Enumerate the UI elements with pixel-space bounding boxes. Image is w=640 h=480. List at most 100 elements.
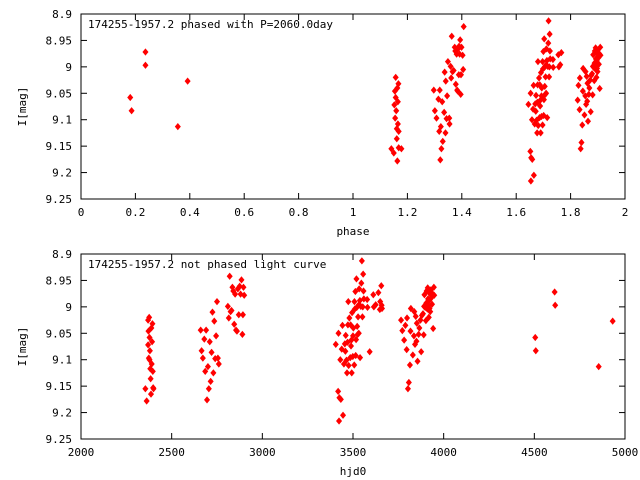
data-point — [398, 316, 405, 324]
data-point — [401, 336, 408, 344]
data-point — [348, 369, 355, 377]
data-point — [596, 84, 603, 93]
data-point — [143, 397, 150, 405]
data-point — [145, 341, 152, 349]
top-chart: 0 0.2 0.4 0.6 0.8 1 1.2 1.4 1.6 1.8 2 8.9 8.95 9 9.05 9… — [16, 8, 628, 238]
bottom-chart: 2000 2500 3000 3500 4000 4500 5000 8.9 8.95 9 9.05… — [16, 248, 638, 478]
y-tick-label: 8.95 — [46, 34, 73, 47]
data-point — [228, 306, 235, 315]
y-tick-label: 8.9 — [52, 8, 72, 21]
data-point — [577, 145, 584, 153]
data-point — [444, 92, 451, 100]
data-point — [356, 285, 363, 293]
x-tick-label: 0.4 — [180, 206, 200, 219]
data-point — [395, 127, 402, 135]
data-point — [578, 138, 585, 147]
data-point — [354, 322, 361, 331]
data-point — [532, 333, 539, 342]
data-point — [527, 177, 534, 185]
data-point — [366, 348, 373, 356]
data-point — [346, 314, 353, 322]
data-point — [409, 351, 416, 359]
chart-title: 174255-1957.2 phased with P=2060.0day — [88, 18, 333, 31]
x-tick-label: 0 — [78, 206, 85, 219]
data-point — [437, 156, 444, 164]
data-point — [609, 317, 616, 325]
data-point — [413, 319, 420, 327]
x-tick-label: 0.2 — [125, 206, 145, 219]
data-point — [391, 101, 398, 109]
data-point — [355, 313, 362, 321]
x-tick-label: 1.8 — [561, 206, 581, 219]
data-point — [233, 327, 240, 335]
data-point — [215, 360, 222, 368]
data-point — [225, 314, 232, 322]
data-point — [536, 74, 543, 82]
data-point — [352, 351, 359, 360]
data-point — [406, 361, 413, 369]
data-point — [546, 73, 553, 81]
y-tick-label: 9.2 — [52, 407, 72, 420]
data-point — [593, 73, 600, 82]
data-point — [342, 331, 349, 340]
data-point — [232, 290, 239, 298]
data-point — [238, 276, 245, 284]
data-point — [448, 32, 455, 40]
y-axis-label: I[mag] — [16, 327, 29, 367]
data-point — [342, 347, 349, 355]
data-point — [425, 313, 432, 322]
data-point — [390, 149, 397, 157]
data-point — [343, 369, 351, 377]
data-point — [208, 348, 215, 356]
data-point — [205, 385, 212, 393]
data-point — [224, 302, 231, 310]
data-point — [540, 111, 547, 120]
data-point — [174, 122, 181, 131]
data-point — [359, 303, 366, 311]
data-point — [436, 127, 443, 135]
data-point — [407, 327, 414, 335]
data-point — [370, 291, 377, 299]
data-point — [532, 347, 539, 355]
data-point — [340, 360, 347, 368]
data-point — [431, 107, 438, 115]
data-point — [145, 316, 152, 324]
y-tick-label: 9.15 — [46, 380, 73, 393]
x-tick-label: 0.8 — [289, 206, 309, 219]
data-point — [457, 71, 465, 79]
data-point — [436, 86, 443, 94]
data-point — [364, 295, 371, 304]
x-axis-label: phase — [336, 225, 369, 238]
x-tick-label: 3500 — [340, 446, 367, 459]
data-point — [240, 283, 247, 291]
data-point — [430, 324, 437, 333]
data-point — [197, 326, 204, 334]
data-point — [454, 87, 461, 95]
data-point — [416, 324, 423, 332]
data-point — [349, 309, 356, 317]
data-point — [417, 316, 424, 324]
data-point — [585, 90, 592, 98]
data-point — [336, 417, 343, 425]
data-point — [392, 93, 399, 102]
data-point — [214, 354, 221, 362]
data-point — [589, 70, 596, 78]
data-point — [394, 98, 401, 106]
data-point — [375, 288, 382, 297]
data-point — [541, 82, 548, 91]
data-point — [399, 327, 406, 335]
data-point — [458, 43, 465, 51]
data-point — [226, 272, 233, 280]
data-point — [142, 385, 149, 393]
data-point — [392, 114, 399, 122]
y-tick-label: 9.2 — [52, 167, 72, 180]
data-point — [419, 310, 427, 318]
y-tick-label: 9.05 — [46, 327, 73, 340]
data-point — [415, 330, 422, 338]
x-axis-label: hjd0 — [340, 465, 367, 478]
data-point — [394, 120, 401, 128]
data-point — [402, 321, 409, 329]
data-point — [441, 108, 448, 116]
data-point — [441, 68, 448, 76]
y-tick-label: 9 — [65, 61, 72, 74]
